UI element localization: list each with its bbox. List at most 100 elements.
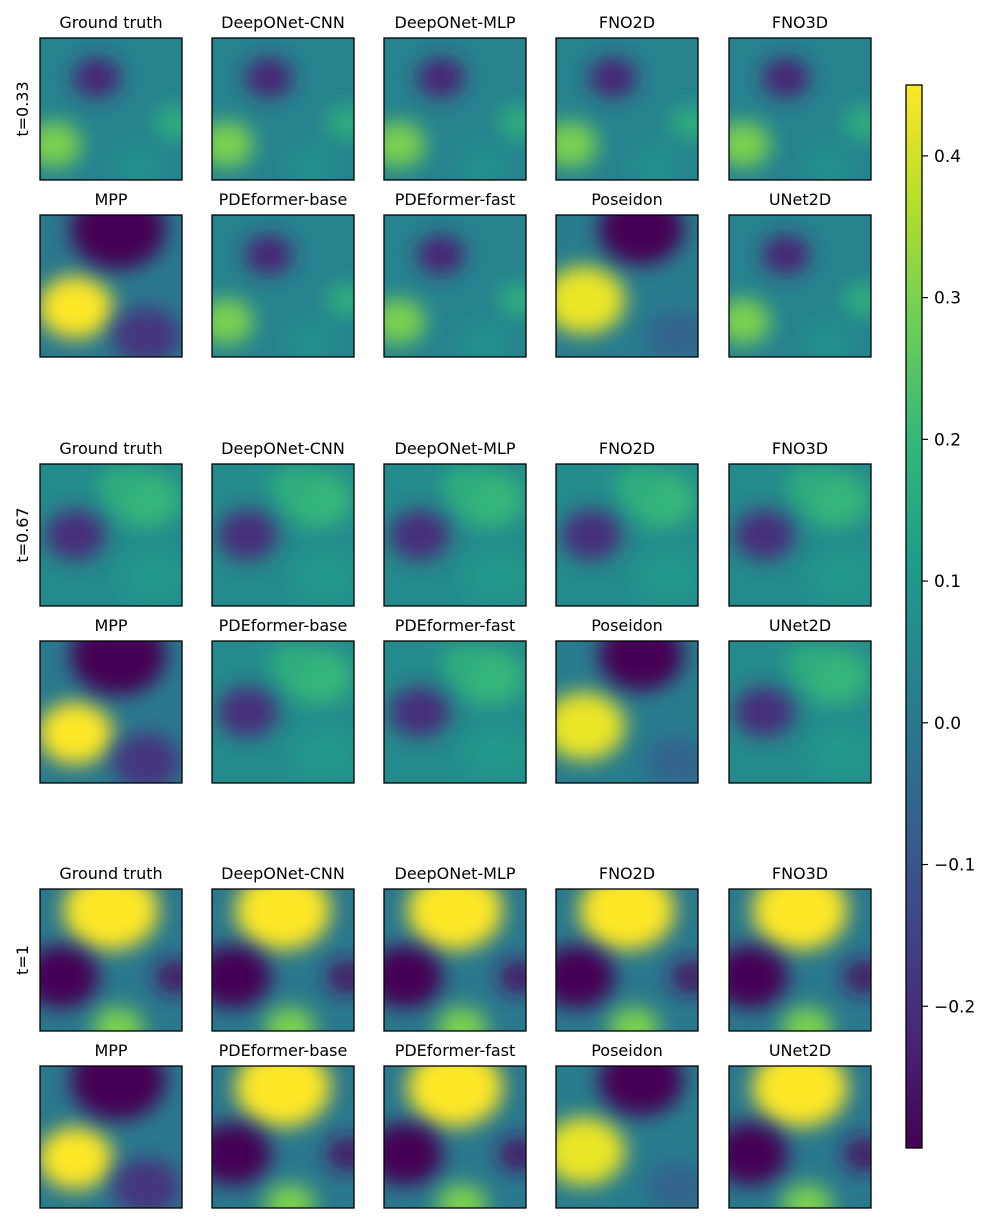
heatmap-blob (92, 1006, 144, 1031)
heatmap-blob (40, 1127, 113, 1190)
heatmap-blob (416, 57, 465, 98)
heatmap-blob (40, 121, 82, 168)
panel-frame (728, 640, 872, 784)
panel-frame (383, 640, 527, 784)
heatmap-blob (729, 945, 788, 1009)
heatmap-panel: Ground truth (39, 864, 183, 1032)
heatmap-blob (216, 686, 279, 738)
colorbar-tick-label: 0.3 (934, 289, 961, 309)
heatmap-blob (556, 692, 626, 761)
heatmap-panel: DeepONet-MLP (383, 864, 527, 1032)
heatmap-blob (388, 509, 451, 561)
heatmap-blob (629, 144, 681, 180)
heatmap-blob (326, 1137, 354, 1172)
panel-frame (39, 888, 183, 1032)
heatmap-panel: PDEformer-base (211, 190, 355, 358)
colorbar-tick-label: 0.0 (934, 714, 961, 734)
colorbar-tick-label: 0.4 (934, 147, 961, 167)
panel-title: FNO3D (772, 439, 828, 458)
heatmap-panel: PDEformer-fast (383, 616, 527, 784)
heatmap-blob (212, 298, 254, 345)
panel-title: UNet2D (769, 616, 831, 635)
heatmap-blob (646, 1161, 698, 1208)
heatmap-blob (761, 234, 810, 275)
heatmap-blob (264, 1006, 316, 1031)
heatmap-blob (326, 960, 354, 995)
colorbar-frame (905, 84, 923, 1149)
heatmap-blob (635, 549, 698, 606)
heatmap-blob (112, 1158, 181, 1208)
heatmap-panel: FNO2D (555, 864, 699, 1032)
panel-frame (211, 888, 355, 1032)
heatmap-blob (291, 549, 354, 606)
panel-frame (211, 463, 355, 607)
panel-title: Poseidon (591, 190, 663, 209)
heatmap-panel: FNO3D (728, 13, 872, 181)
heatmap-panel: DeepONet-CNN (211, 13, 355, 181)
heatmap-blob (729, 298, 771, 345)
colorbar-tick-label: −0.2 (934, 997, 975, 1017)
panel-title: DeepONet-CNN (221, 864, 345, 883)
panel-frame (39, 37, 183, 181)
panel-frame (555, 640, 699, 784)
heatmap-panel: PDEformer-fast (383, 190, 527, 358)
panel-frame (211, 1065, 355, 1209)
heatmap-blob (752, 1066, 848, 1128)
heatmap-blob (560, 509, 623, 561)
heatmap-blob (235, 889, 331, 951)
heatmap-blob (781, 1183, 833, 1208)
panel-frame (555, 37, 699, 181)
heatmap-blob (556, 266, 626, 335)
panel-title: FNO2D (599, 13, 655, 32)
panel-frame (39, 463, 183, 607)
panel-title: DeepONet-MLP (395, 439, 516, 458)
panel-title: DeepONet-MLP (395, 13, 516, 32)
heatmap-blob (212, 945, 271, 1009)
heatmap-panel: MPP (39, 616, 183, 784)
heatmap-blob (598, 1066, 684, 1116)
heatmap-blob (63, 889, 159, 951)
heatmap-blob (70, 1066, 166, 1120)
heatmap-panel: Poseidon (555, 616, 699, 784)
heatmap-blob (729, 121, 771, 168)
panel-frame (383, 214, 527, 358)
heatmap-blob (808, 726, 871, 783)
colorbar-tick-label: 0.2 (934, 430, 961, 450)
panel-title: PDEformer-fast (395, 1041, 516, 1060)
heatmap-blob (244, 234, 293, 275)
heatmap-blob (752, 889, 848, 951)
heatmap-blob (40, 276, 113, 339)
heatmap-blob (498, 106, 526, 141)
panel-title: UNet2D (769, 1041, 831, 1060)
heatmap-panel: DeepONet-MLP (383, 439, 527, 607)
heatmap-panel: FNO3D (728, 864, 872, 1032)
heatmap-panel: UNet2D (728, 1041, 872, 1209)
heatmap-blob (457, 144, 509, 180)
heatmap-blob (269, 645, 311, 680)
heatmap-blob (441, 645, 483, 680)
heatmap-blob (212, 121, 254, 168)
panel-frame (383, 1065, 527, 1209)
panel-title: PDEformer-base (219, 190, 348, 209)
heatmap-blob (326, 283, 354, 318)
panel-frame (555, 463, 699, 607)
heatmap-blob (843, 106, 871, 141)
heatmap-blob (802, 144, 854, 180)
heatmap-blob (285, 321, 337, 357)
heatmap-blob (119, 549, 182, 606)
panel-title: FNO2D (599, 439, 655, 458)
heatmap-blob (598, 215, 684, 265)
heatmap-panel: DeepONet-CNN (211, 864, 355, 1032)
panel-frame (728, 214, 872, 358)
heatmap-panel: FNO2D (555, 13, 699, 181)
panel-frame (39, 1065, 183, 1209)
panel-title: UNet2D (769, 190, 831, 209)
panel-title: Ground truth (59, 439, 162, 458)
panel-frame (211, 37, 355, 181)
heatmap-blob (646, 310, 698, 357)
heatmap-blob (269, 468, 311, 503)
heatmap-blob (407, 1066, 503, 1128)
heatmap-blob (670, 960, 698, 995)
panel-title: Poseidon (591, 616, 663, 635)
